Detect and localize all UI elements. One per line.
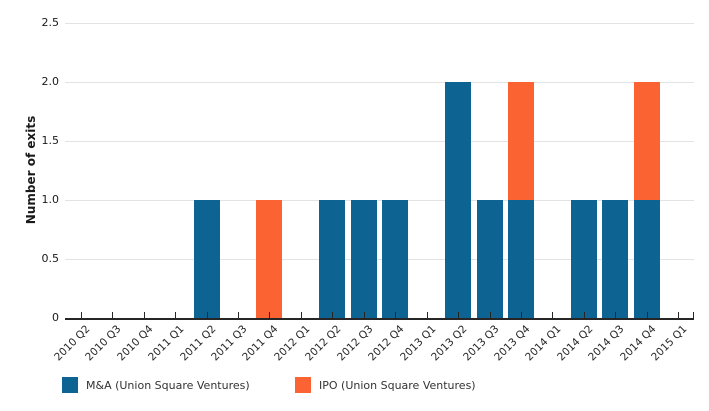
legend: M&A (Union Square Ventures) IPO (Union S… <box>0 376 709 396</box>
mna-bar-2012-q4 <box>382 200 409 318</box>
ipo-bar-2013-q4 <box>508 82 535 200</box>
mna-bar-2014-q2 <box>570 200 597 318</box>
x-tick-mark <box>143 312 145 318</box>
ipo-color-swatch <box>295 377 311 393</box>
mna-bar-2014-q3 <box>602 200 629 318</box>
x-tick-mark <box>678 312 680 318</box>
gridline-1.0 <box>65 200 694 201</box>
x-tick-mark <box>395 312 397 318</box>
y-tick-label-2.5: 2.5 <box>41 16 60 29</box>
x-tick-mark <box>426 312 428 318</box>
mna-color-swatch <box>62 377 78 393</box>
x-tick-mark <box>269 312 271 318</box>
x-tick-mark <box>646 312 648 318</box>
x-tick-mark <box>206 312 208 318</box>
y-tick-label-0.5: 0.5 <box>41 252 60 265</box>
gridline-0.5 <box>65 259 694 260</box>
mna-bar-2012-q3 <box>350 200 377 318</box>
mna-bar-2013-q2 <box>445 82 472 318</box>
y-axis-title: Number of exits <box>24 115 38 225</box>
y-tick-label-1.0: 1.0 <box>41 193 60 206</box>
ipo-bar-2014-q4 <box>633 82 660 200</box>
x-tick-mark <box>521 312 523 318</box>
y-tick-label-1.5: 1.5 <box>41 134 60 147</box>
mna-bar-2011-q2 <box>193 200 220 318</box>
x-tick-mark <box>363 312 365 318</box>
mna-bar-2013-q4 <box>508 200 535 318</box>
legend-item-ipo: IPO (Union Square Ventures) <box>295 376 476 394</box>
x-tick-mark <box>237 312 239 318</box>
x-axis-end-tick <box>693 312 694 318</box>
legend-item-mna: M&A (Union Square Ventures) <box>62 376 250 394</box>
gridline-2.0 <box>65 82 694 83</box>
x-tick-label-2010-q2: 2010 Q2 <box>51 323 93 364</box>
x-tick-mark <box>583 312 585 318</box>
x-tick-mark <box>489 312 491 318</box>
gridline-1.5 <box>65 141 694 142</box>
x-tick-mark <box>300 312 302 318</box>
legend-label-ipo: IPO (Union Square Ventures) <box>319 378 476 392</box>
x-tick-mark <box>552 312 554 318</box>
ipo-bar-2011-q4 <box>256 200 283 318</box>
y-tick-label-2.0: 2.0 <box>41 75 60 88</box>
mna-bar-2013-q3 <box>476 200 503 318</box>
x-tick-mark <box>175 312 177 318</box>
x-tick-mark <box>615 312 617 318</box>
x-tick-mark <box>458 312 460 318</box>
x-tick-mark <box>332 312 334 318</box>
x-tick-mark <box>80 312 82 318</box>
legend-label-mna: M&A (Union Square Ventures) <box>86 378 250 392</box>
x-tick-mark <box>112 312 114 318</box>
plot-area <box>65 23 694 320</box>
mna-bar-2012-q2 <box>319 200 346 318</box>
gridline-2.5 <box>65 23 694 24</box>
mna-bar-2014-q4 <box>633 200 660 318</box>
y-tick-label-0: 0 <box>52 311 59 324</box>
